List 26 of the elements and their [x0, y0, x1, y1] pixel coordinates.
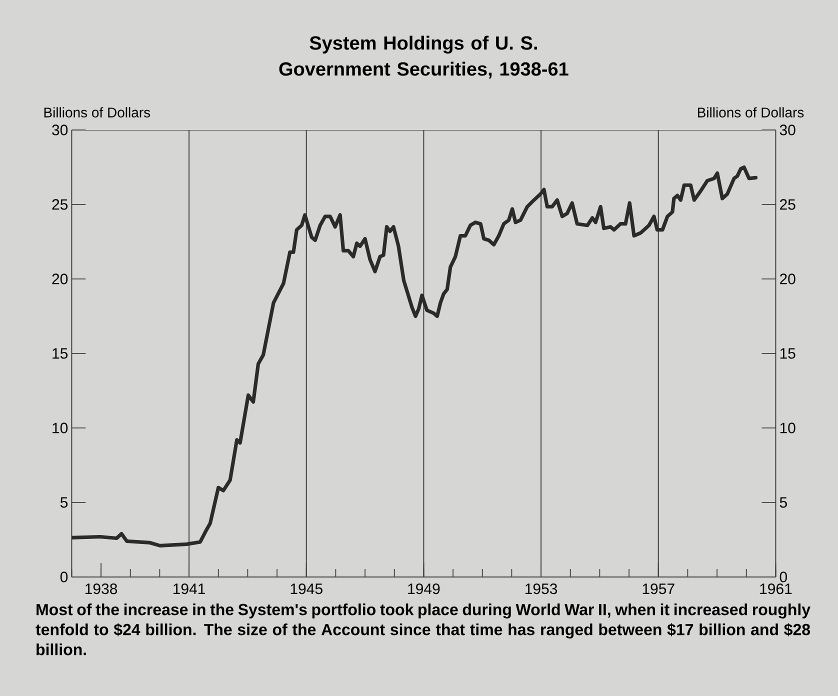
- y-tick-label: 15: [52, 348, 68, 359]
- y-tick-label: 5: [60, 497, 68, 508]
- line-series: [72, 165, 758, 548]
- x-tick-label: 1957: [642, 584, 674, 594]
- x-tick-label: 1941: [174, 584, 205, 594]
- y2-tick-label: 25: [780, 199, 796, 210]
- x-tick-label: 1953: [526, 584, 558, 594]
- y-tick-label: 25: [52, 199, 68, 210]
- x-tick-label: 1938: [86, 584, 118, 594]
- y-axis-title: Billions of Dollars: [44, 107, 150, 118]
- y2-tick-label: 15: [780, 348, 796, 359]
- y-tick-label: 0: [60, 572, 68, 582]
- x-tick-label: 1961: [760, 584, 792, 594]
- chart-title: System Holdings of U. S. Government Securities, 1938-61: [279, 36, 568, 78]
- text: Most of the increase in the System's portfolio took place during World War II, when it increased roughly tenfold to $24 billion. The size of the Account since that time has ranged between $17 billion and $28 billion.: [36, 604, 810, 656]
- y2-tick-label: 10: [780, 422, 796, 434]
- y-tick-label: 10: [52, 422, 68, 434]
- x-tick-label: 1949: [408, 584, 440, 594]
- y2-axis-title: Billions of Dollars: [698, 107, 804, 118]
- y2-tick-label: 5: [780, 497, 787, 508]
- y2-tick-label: 30: [780, 124, 796, 136]
- y-tick-label: 20: [52, 274, 68, 284]
- y2-tick-label: 20: [780, 274, 796, 284]
- y-tick-label: 30: [52, 124, 68, 136]
- x-tick-label: 1945: [290, 584, 322, 594]
- y2-tick-label: 0: [780, 572, 787, 582]
